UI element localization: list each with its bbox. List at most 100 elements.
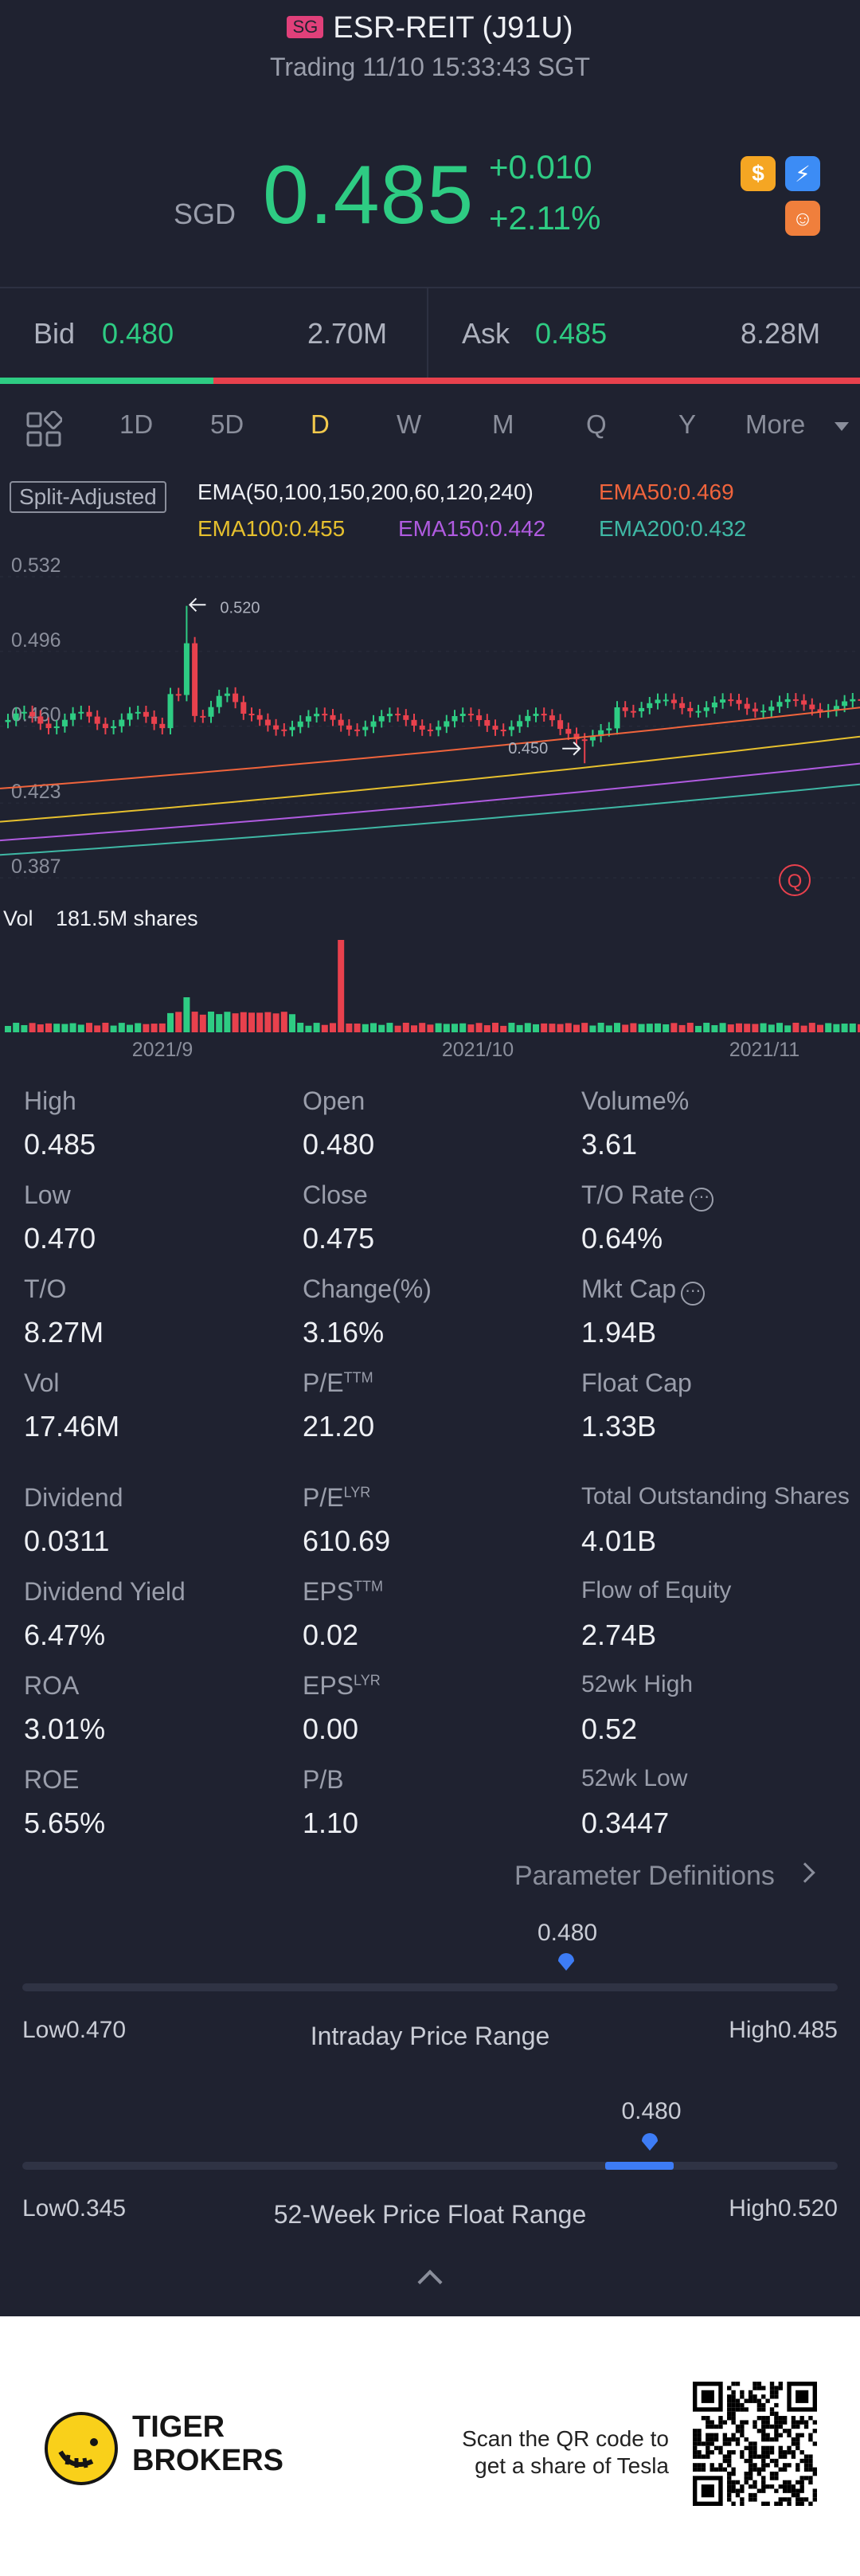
week52-range-fill [605, 2162, 674, 2170]
stat-label: Flow of Equity [581, 1577, 732, 1603]
intraday-marker-icon [558, 1953, 574, 1971]
volume-bar [467, 1024, 475, 1032]
candle-body [639, 707, 645, 712]
stat-value: 6.47% [24, 1619, 106, 1651]
volume-bar [670, 1023, 678, 1032]
dollar-icon[interactable]: $ [741, 156, 776, 191]
ask-price: 0.485 [535, 317, 608, 350]
volume-bar [402, 1023, 409, 1032]
ema150-line [0, 762, 860, 842]
stat-value: 3.16% [303, 1316, 385, 1349]
volume-bar [86, 1023, 92, 1032]
volume-bar [686, 1023, 694, 1032]
volume-bar [419, 1023, 426, 1032]
tab-w[interactable]: W [397, 409, 422, 439]
candle-body [192, 643, 198, 716]
split-adjusted-toggle[interactable]: Split-Adjusted [10, 481, 166, 513]
tab-q[interactable]: Q [586, 409, 607, 439]
candle-body [703, 707, 710, 711]
tab-5d[interactable]: 5D [210, 409, 244, 439]
tab-more[interactable]: More [745, 409, 806, 439]
qr-code[interactable] [693, 2382, 817, 2506]
candle-body [70, 713, 76, 720]
volume-bar [784, 1025, 792, 1032]
volume-bar [289, 1014, 295, 1032]
x-tick-label: 2021/11 [729, 1039, 800, 1059]
volume-bar [752, 1024, 759, 1032]
candle-body [208, 707, 214, 717]
volume-bar [69, 1023, 76, 1032]
info-icon[interactable]: ⋯ [681, 1282, 706, 1306]
page-title: SG ESR-REIT (J91U) [0, 11, 860, 45]
candle-body [711, 702, 717, 708]
candle-body [224, 693, 230, 696]
volume-bar [240, 1012, 247, 1032]
volume-bar [135, 1023, 142, 1032]
price-change: +0.010 [489, 148, 592, 186]
candle-body [370, 721, 377, 727]
stat-value: 0.470 [24, 1222, 96, 1255]
layout-grid-icon[interactable] [25, 411, 62, 448]
lightning-icon[interactable]: ⚡ [785, 156, 820, 191]
stat-label: P/ELYR [303, 1483, 371, 1512]
volume-bar [500, 1025, 507, 1032]
ema150-value: EMA150:0.442 [398, 516, 546, 541]
volume-bar [378, 1024, 385, 1032]
intraday-low: Low0.470 [22, 2017, 127, 2043]
volume-bar [557, 1024, 564, 1032]
stat-value: 1.33B [581, 1410, 657, 1443]
ema-params: EMA(50,100,150,200,60,120,240) [197, 480, 534, 504]
volume-bar [443, 1024, 450, 1032]
candle-body [630, 711, 636, 713]
volume-bar [655, 1023, 661, 1032]
tab-1d[interactable]: 1D [119, 409, 154, 439]
volume-bar [492, 1023, 498, 1032]
promo-footer: TIGER BROKERS Scan the QR code to get a … [0, 2316, 860, 2576]
volume-bar [614, 1023, 620, 1032]
stat-value: 17.46M [24, 1410, 120, 1443]
candle-body [484, 719, 491, 726]
volume-bar [427, 1024, 434, 1032]
tab-d[interactable]: D [311, 409, 330, 439]
candle-body [598, 730, 604, 737]
candle-body [549, 715, 555, 721]
volume-bar [102, 1023, 109, 1032]
candle-body [305, 716, 311, 722]
volume-bar [183, 997, 190, 1032]
candle-body [476, 715, 483, 720]
candle-body [573, 734, 580, 740]
stat-label: ROA [24, 1671, 80, 1700]
brand-name-line1: TIGER [132, 2410, 225, 2444]
candle-body [135, 711, 141, 714]
smile-face-icon[interactable]: ☺ [785, 201, 820, 236]
tab-m[interactable]: M [492, 409, 514, 439]
scan-text-line2: get a share of Tesla [475, 2453, 669, 2478]
volume-bar [678, 1024, 686, 1032]
stat-value: 0.3447 [581, 1807, 670, 1839]
chevron-down-icon[interactable] [835, 422, 849, 431]
currency-label: SGD [174, 198, 236, 230]
volume-bar [118, 1023, 125, 1032]
candle-body [459, 714, 466, 716]
volume-bar [817, 1024, 823, 1032]
volume-bar [45, 1023, 52, 1032]
volume-bar [191, 1012, 198, 1032]
candle-body [508, 726, 514, 730]
volume-bar [695, 1025, 702, 1032]
parameter-definitions-link[interactable]: Parameter Definitions [514, 1861, 775, 1891]
ema100-line [0, 735, 860, 823]
stat-value: 610.69 [303, 1525, 391, 1557]
week52-low: Low0.345 [22, 2195, 127, 2222]
candle-body [768, 707, 775, 711]
info-icon[interactable]: ⋯ [689, 1188, 713, 1212]
candle-body [378, 716, 385, 722]
volume-bar [313, 1023, 320, 1032]
stat-value: 0.00 [303, 1713, 359, 1745]
stat-value: 0.475 [303, 1222, 375, 1255]
week52-current-value: 0.480 [621, 2098, 682, 2124]
candle-body [395, 714, 401, 716]
stat-value: 4.01B [581, 1525, 657, 1557]
candle-body [557, 720, 564, 730]
tab-y[interactable]: Y [678, 409, 697, 439]
